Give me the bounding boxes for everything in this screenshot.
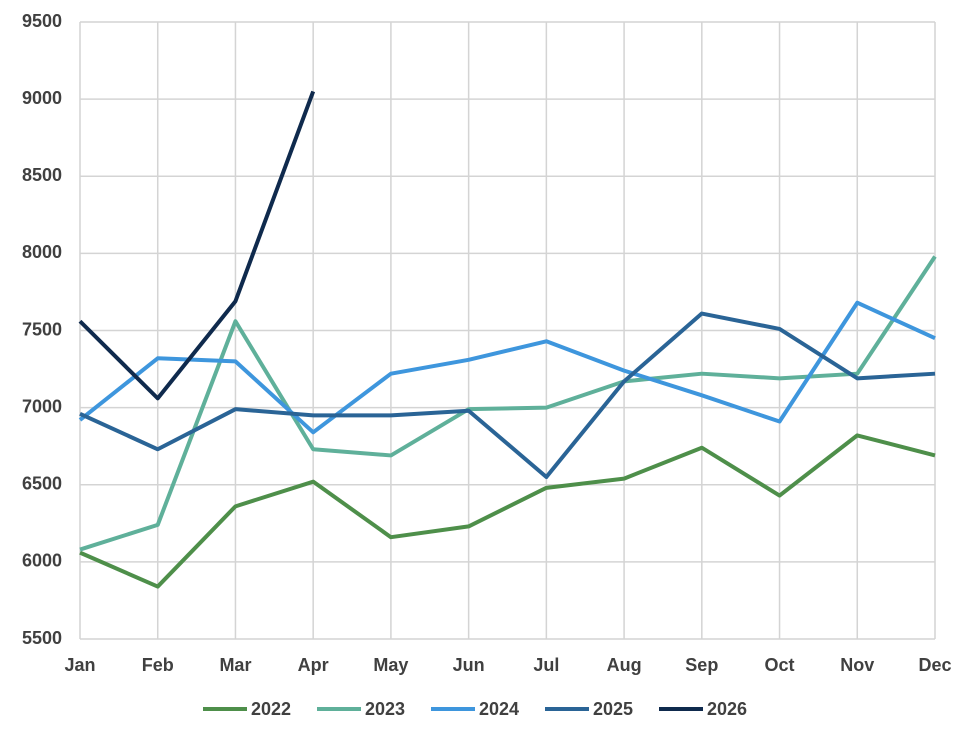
x-tick-label: Sep bbox=[685, 655, 718, 675]
y-tick-label: 6500 bbox=[22, 474, 62, 494]
y-tick-label: 9000 bbox=[22, 88, 62, 108]
y-tick-label: 6000 bbox=[22, 551, 62, 571]
y-tick-label: 5500 bbox=[22, 628, 62, 648]
x-tick-label: Nov bbox=[840, 655, 874, 675]
x-tick-label: Feb bbox=[142, 655, 174, 675]
line-series bbox=[79, 433, 936, 589]
x-tick-label: Apr bbox=[298, 655, 329, 675]
legend-label: 2024 bbox=[479, 699, 519, 719]
x-tick-label: May bbox=[373, 655, 408, 675]
legend-label: 2025 bbox=[593, 699, 633, 719]
legend-label: 2026 bbox=[707, 699, 747, 719]
x-tick-label: Jul bbox=[533, 655, 559, 675]
y-tick-label: 7500 bbox=[22, 319, 62, 339]
x-tick-label: Mar bbox=[219, 655, 251, 675]
line-series bbox=[79, 311, 936, 480]
y-tick-label: 8500 bbox=[22, 165, 62, 185]
legend-label: 2022 bbox=[251, 699, 291, 719]
x-tick-label: Oct bbox=[765, 655, 795, 675]
line-series bbox=[79, 255, 937, 552]
legend-label: 2023 bbox=[365, 699, 405, 719]
x-tick-label: Jan bbox=[64, 655, 95, 675]
x-tick-label: Dec bbox=[918, 655, 951, 675]
y-tick-label: 8000 bbox=[22, 242, 62, 262]
y-tick-label: 9500 bbox=[22, 11, 62, 31]
line-series bbox=[78, 300, 936, 435]
line-series bbox=[78, 90, 316, 401]
x-tick-label: Aug bbox=[607, 655, 642, 675]
x-tick-label: Jun bbox=[453, 655, 485, 675]
y-tick-label: 7000 bbox=[22, 396, 62, 416]
